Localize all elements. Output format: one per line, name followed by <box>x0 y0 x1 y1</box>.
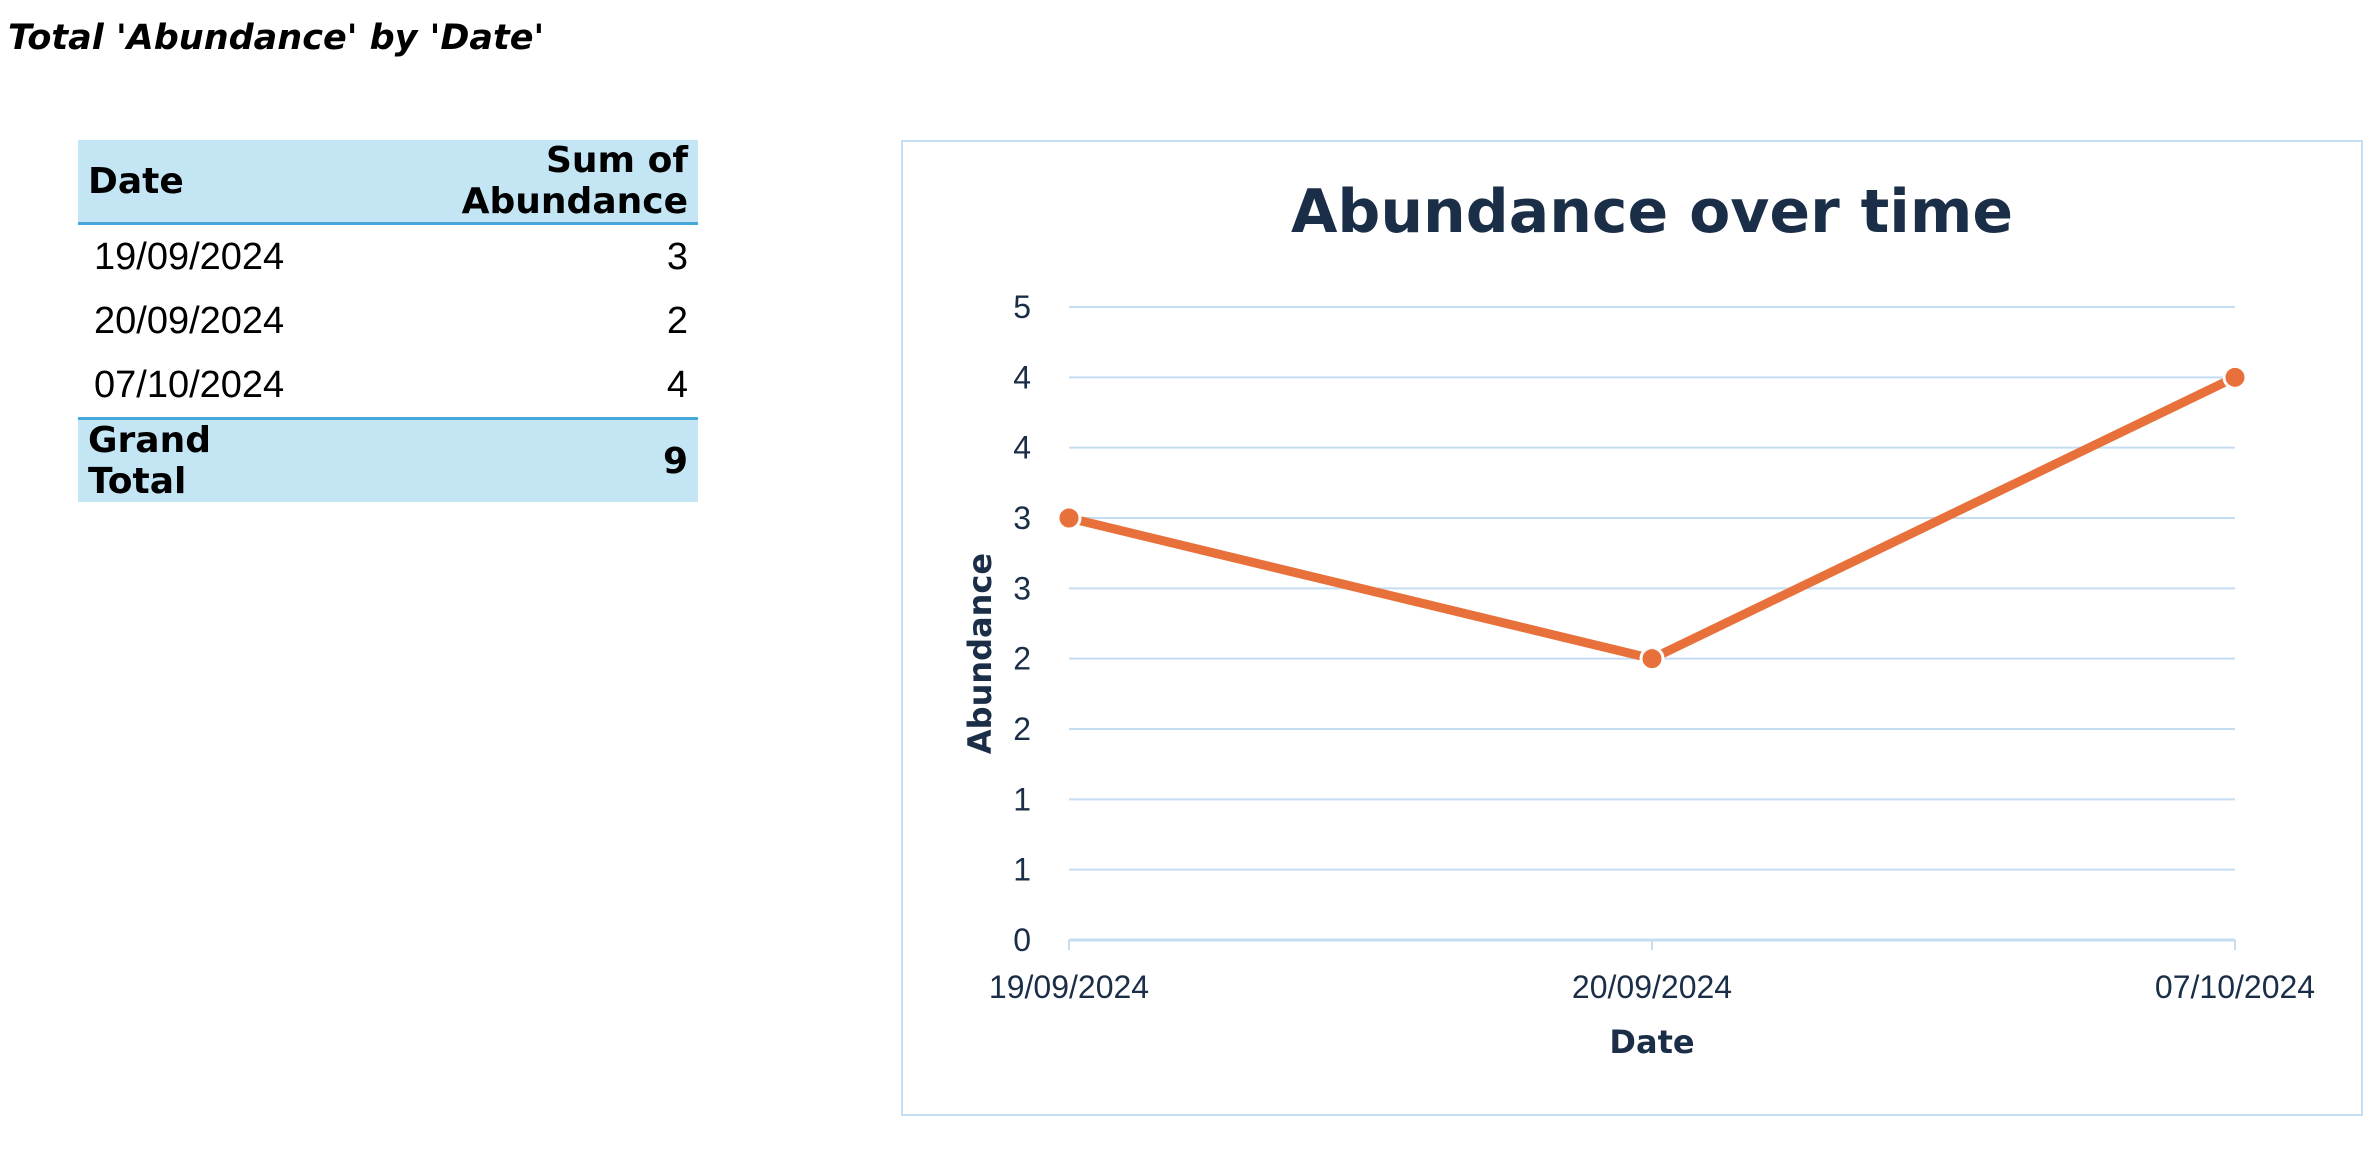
grand-total-value: 9 <box>325 417 698 502</box>
pivot-header-row: Date Sum of Abundance <box>78 140 698 225</box>
y-tick-label: 2 <box>1013 641 1031 677</box>
column-header-date[interactable]: Date <box>78 140 326 225</box>
data-point <box>1056 505 1082 531</box>
y-tick-label: 2 <box>1013 711 1031 747</box>
x-tick-label: 07/10/2024 <box>2155 969 2315 1005</box>
data-point <box>1639 646 1665 672</box>
y-tick-label: 3 <box>1013 570 1031 606</box>
pivot-table: Date Sum of Abundance 19/09/2024 3 20/09… <box>78 140 698 502</box>
page-title: Total 'Abundance' by 'Date' <box>8 18 545 58</box>
table-row[interactable]: 07/10/2024 4 <box>78 353 698 419</box>
y-axis-title: Abundance <box>961 553 999 754</box>
y-tick-label: 4 <box>1013 430 1031 466</box>
row-value: 3 <box>666 235 688 278</box>
x-tick-label: 20/09/2024 <box>1572 969 1732 1005</box>
row-date: 07/10/2024 <box>94 363 285 406</box>
row-date: 19/09/2024 <box>94 235 285 278</box>
x-axis-title: Date <box>1609 1023 1694 1061</box>
y-tick-label: 4 <box>1013 359 1031 395</box>
row-value: 2 <box>666 299 688 342</box>
table-row[interactable]: 20/09/2024 2 <box>78 289 698 353</box>
y-tick-label: 1 <box>1013 781 1031 817</box>
y-tick-label: 1 <box>1013 852 1031 888</box>
grand-total-row[interactable]: Grand Total 9 <box>78 417 698 502</box>
x-tick-label: 19/09/2024 <box>989 969 1149 1005</box>
y-tick-label: 0 <box>1013 922 1031 958</box>
column-header-sum[interactable]: Sum of Abundance <box>325 140 698 225</box>
y-tick-label: 3 <box>1013 500 1031 536</box>
y-tick-label: 5 <box>1013 289 1031 325</box>
chart-canvas: Abundance over time 0 1 1 2 2 3 3 4 4 5 19/09/2024 2… <box>961 177 2315 1061</box>
row-date: 20/09/2024 <box>94 299 285 342</box>
grand-total-label: Grand Total <box>78 417 326 502</box>
line-chart[interactable]: Abundance over time 0 1 1 2 2 3 3 4 4 5 19/09/2024 2… <box>901 140 2363 1116</box>
data-point <box>2222 364 2248 390</box>
table-row[interactable]: 19/09/2024 3 <box>78 224 698 290</box>
row-value: 4 <box>666 363 688 406</box>
chart-title: Abundance over time <box>1291 177 2013 247</box>
